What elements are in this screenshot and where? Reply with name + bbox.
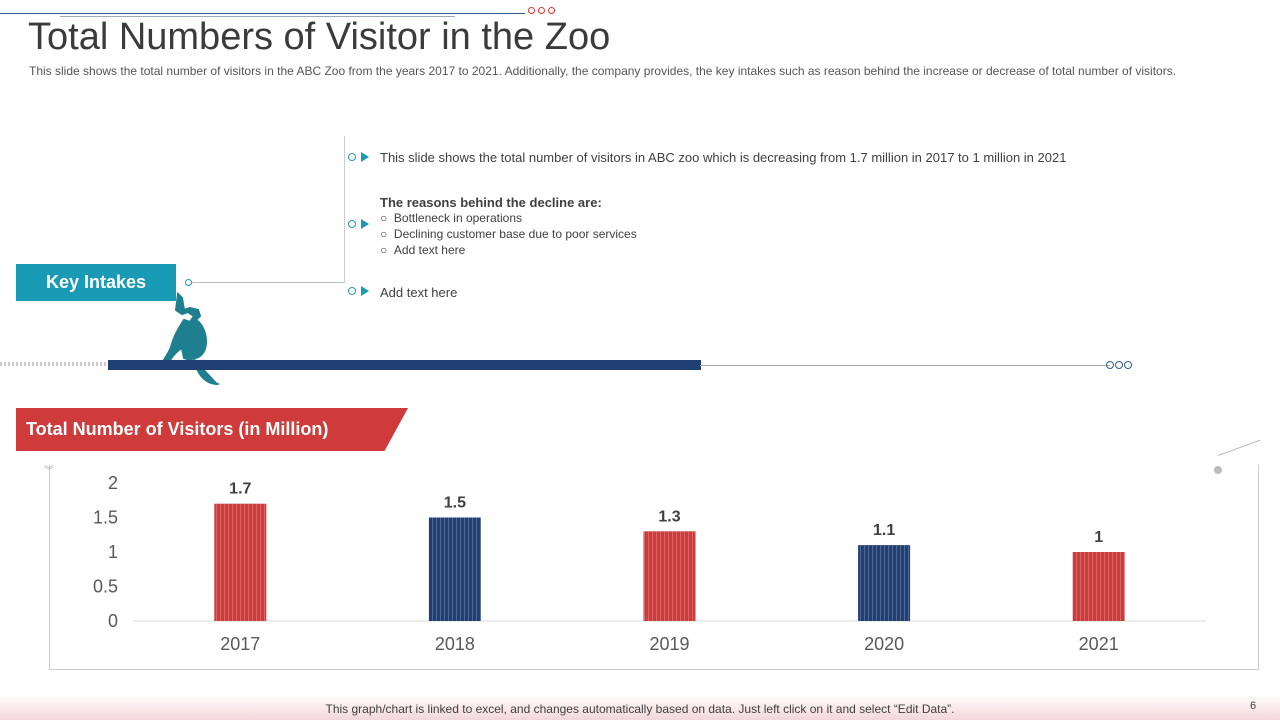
list-bullet-icon: ○: [380, 243, 394, 257]
footer-decor: [0, 694, 1280, 720]
monkey-icon: [162, 292, 219, 385]
bar-chart[interactable]: 0 0.5 1 1.5 2 1.7 2017 1.5 2018 1.3 2019 1.1 2020 1 20…: [60, 468, 1240, 663]
data-label: 1.5: [444, 495, 466, 512]
bar-texture: [858, 545, 911, 621]
reason-item-3: ○ Add text here: [380, 243, 466, 257]
divider-line: [700, 365, 1110, 366]
data-label: 1.1: [873, 522, 895, 539]
reasons-heading: The reasons behind the decline are:: [380, 195, 602, 210]
bar-texture: [643, 531, 696, 621]
list-bullet-icon: ○: [380, 227, 394, 241]
timeline-dot-1: [348, 153, 356, 161]
reason-item-2: ○ Declining customer base due to poor se…: [380, 227, 637, 241]
x-tick-label: 2021: [1079, 634, 1119, 654]
bullet-arrow-2: [361, 219, 369, 229]
key-intakes-label: Key Intakes: [16, 264, 176, 301]
footer-note: This graph/chart is linked to excel, and…: [325, 702, 955, 716]
chevron-down-icon: ︾: [44, 466, 54, 477]
y-tick-label: 1: [108, 542, 118, 562]
data-label: 1.7: [229, 481, 251, 498]
top-decor-line-secondary: [60, 16, 455, 17]
connector-line: [190, 282, 345, 283]
x-tick-label: 2020: [864, 634, 904, 654]
hatch-decor: [0, 362, 108, 366]
y-tick-label: 2: [108, 473, 118, 493]
bullet-arrow-3: [361, 286, 369, 296]
data-label: 1: [1094, 529, 1103, 546]
bar-texture: [428, 517, 481, 621]
top-decor-dots: [528, 7, 555, 14]
divider-dots: [1106, 361, 1132, 369]
frame-dot: [1214, 466, 1222, 474]
key-intake-point-1: This slide shows the total number of vis…: [380, 150, 1067, 165]
y-tick-label: 1.5: [93, 508, 118, 528]
chart-banner: Total Number of Visitors (in Million): [16, 408, 408, 451]
list-bullet-icon: ○: [380, 211, 394, 225]
page-number: 6: [1250, 700, 1257, 712]
x-tick-label: 2019: [649, 634, 689, 654]
y-tick-label: 0.5: [93, 577, 118, 597]
timeline-vertical-line: [344, 136, 345, 283]
top-decor-line: [0, 13, 525, 14]
frame-diagonal: [1217, 439, 1261, 456]
y-tick-label: 0: [108, 611, 118, 631]
bullet-arrow-1: [361, 152, 369, 162]
timeline-dot-2: [348, 220, 356, 228]
slide-subtitle: This slide shows the total number of vis…: [29, 64, 1177, 78]
data-label: 1.3: [658, 508, 680, 525]
bar-texture: [214, 503, 267, 621]
x-tick-label: 2018: [435, 634, 475, 654]
bar-texture: [1072, 552, 1125, 621]
chart-frame: [49, 465, 1259, 670]
x-tick-label: 2017: [220, 634, 260, 654]
reason-item-1: ○ Bottleneck in operations: [380, 211, 523, 225]
timeline-dot-3: [348, 287, 356, 295]
slide-title: Total Numbers of Visitor in the Zoo: [28, 16, 611, 58]
divider-bar: [108, 360, 701, 370]
key-intake-point-3: Add text here: [380, 285, 458, 300]
connector-dot: [185, 279, 192, 286]
